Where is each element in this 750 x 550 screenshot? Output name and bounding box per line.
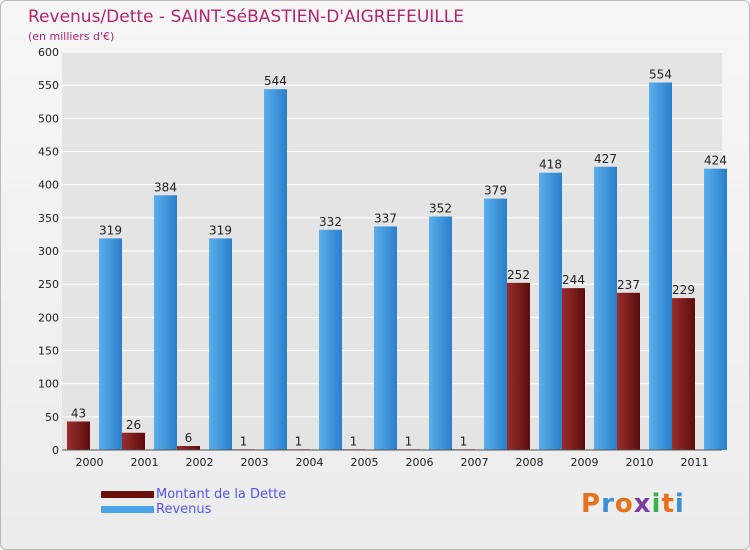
logo-letter: r [601,489,615,519]
data-label-debt-2000: 43 [71,406,86,420]
data-label-debt-2011: 229 [672,283,695,297]
proxiti-logo: Proxiti [581,489,685,519]
y-tick-label: 400 [38,179,59,192]
data-label-debt-2002: 6 [185,431,193,445]
legend-swatch-debt [101,491,154,498]
x-tick-label-2007: 2007 [461,456,489,469]
x-tick-label-2001: 2001 [131,456,159,469]
x-tick-label-2011: 2011 [681,456,709,469]
bar-debt-2002 [177,446,200,450]
y-tick-label: 150 [38,345,59,358]
data-label-revenue-2006: 352 [429,202,452,216]
data-label-debt-2004: 1 [295,434,303,448]
logo-letter: o [614,489,634,519]
data-label-revenue-2005: 337 [374,211,397,225]
x-tick-label-2004: 2004 [296,456,324,469]
data-label-revenue-2009: 427 [594,152,617,166]
bar-debt-2010 [617,292,640,450]
y-tick-label: 0 [52,444,59,457]
logo-letter: P [581,489,602,519]
data-label-debt-2010: 237 [617,278,640,292]
bar-revenue-2007 [484,198,507,450]
bar-revenue-2008 [539,172,562,450]
y-tick-label: 350 [38,212,59,225]
bar-revenue-2011 [704,168,727,450]
bar-revenue-2009 [594,166,617,451]
bar-debt-2000 [67,421,90,450]
bar-debt-2001 [122,432,145,450]
data-label-debt-2001: 26 [126,418,141,432]
data-label-revenue-2001: 384 [154,180,177,194]
data-label-debt-2007: 1 [460,434,468,448]
y-tick-label: 600 [38,46,59,59]
data-label-debt-2009: 244 [562,273,585,287]
logo-letter: t [661,489,675,519]
bar-debt-2011 [672,298,695,450]
x-tick-label-2010: 2010 [626,456,654,469]
data-label-revenue-2007: 379 [484,184,507,198]
x-tick-label-2000: 2000 [76,456,104,469]
y-tick-label: 200 [38,311,59,324]
chart-title: Revenus/Dette - SAINT-SéBASTIEN-D'AIGREF… [28,7,464,27]
y-tick-label: 550 [38,79,59,92]
data-label-revenue-2008: 418 [539,158,562,172]
bar-debt-2008 [507,282,530,450]
x-tick-label-2003: 2003 [241,456,269,469]
legend-swatch-revenue [101,506,154,513]
data-label-revenue-2011: 424 [704,154,727,168]
data-label-revenue-2004: 332 [319,215,342,229]
legend-label-debt: Montant de la Dette [156,487,287,502]
y-tick-label: 250 [38,278,59,291]
logo-letter: i [674,489,685,519]
x-tick-label-2006: 2006 [406,456,434,469]
x-tick-label-2002: 2002 [186,456,214,469]
bar-revenue-2004 [319,229,342,450]
data-label-revenue-2003: 544 [264,74,287,88]
data-label-revenue-2002: 319 [209,223,232,237]
y-tick-label: 50 [45,411,59,424]
bar-debt-2009 [562,288,585,450]
y-tick-label: 450 [38,146,59,159]
x-tick-label-2005: 2005 [351,456,379,469]
data-label-debt-2008: 252 [507,268,530,282]
x-tick-label-2008: 2008 [516,456,544,469]
bar-revenue-2006 [429,216,452,450]
legend-label-revenue: Revenus [156,502,212,517]
bar-revenue-2000 [99,238,122,450]
y-tick-label: 500 [38,112,59,125]
data-label-revenue-2010: 554 [649,68,672,82]
logo-letter: i [651,489,662,519]
data-label-debt-2006: 1 [405,434,413,448]
y-tick-label: 300 [38,245,59,258]
bar-revenue-2010 [649,82,672,450]
data-label-debt-2005: 1 [350,434,358,448]
bar-revenue-2005 [374,226,397,450]
y-tick-label: 100 [38,378,59,391]
logo-letter: x [633,489,652,519]
bar-revenue-2003 [264,89,287,450]
x-tick-label-2009: 2009 [571,456,599,469]
data-label-revenue-2000: 319 [99,223,122,237]
chart-subtitle: (en milliers d'€) [28,30,115,43]
bar-revenue-2001 [154,195,177,450]
data-label-debt-2003: 1 [240,434,248,448]
bar-revenue-2002 [209,238,232,450]
